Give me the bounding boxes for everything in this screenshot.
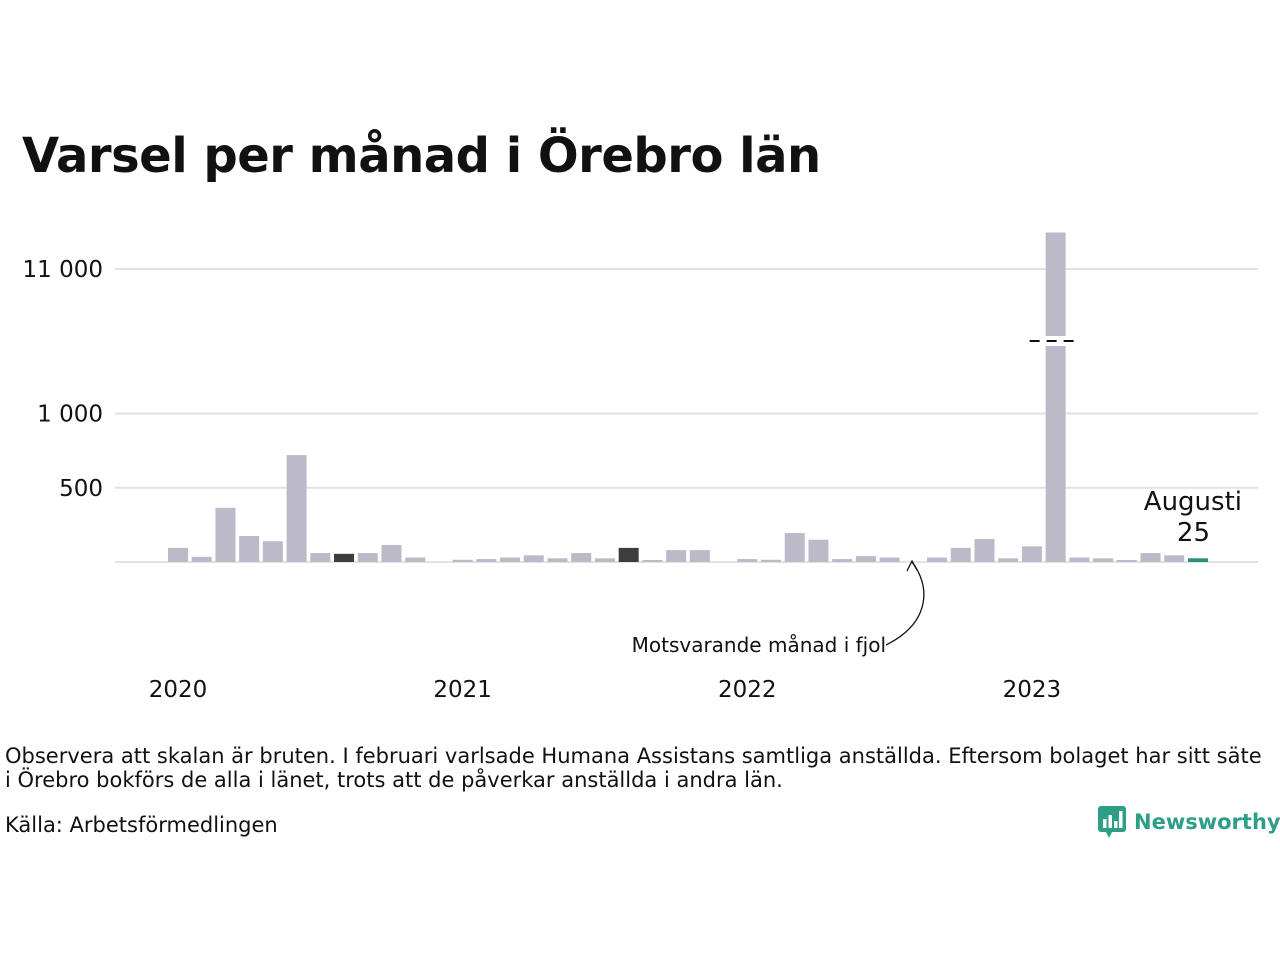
bar-2021-04	[523, 555, 544, 562]
bar-2021-09	[642, 560, 663, 562]
x-tick-label: 2023	[1003, 677, 1062, 703]
bar-chart: 500 1 000 11 000 2020 2021 2022 2023 Motsvara…	[23, 232, 1258, 703]
x-tick-label: 2022	[718, 677, 777, 703]
y-tick-label: 500	[59, 476, 103, 502]
gridlines	[115, 268, 1258, 563]
bar-2020-06	[286, 455, 307, 562]
bar-2021-06	[571, 553, 592, 562]
bar-2021-05	[547, 558, 568, 562]
x-tick-label: 2021	[433, 677, 492, 703]
bar-2021-02	[476, 559, 497, 562]
x-axis: 2020 2021 2022 2023	[149, 677, 1061, 703]
y-tick-label: 1 000	[37, 402, 103, 428]
bar-chart-logo-icon	[1098, 806, 1126, 838]
bar-2020-03	[215, 507, 236, 562]
bar-2021-07	[594, 558, 615, 562]
bar-2023-02	[1045, 232, 1066, 562]
y-tick-label: 11 000	[23, 257, 103, 283]
bar-2023-04	[1093, 558, 1114, 562]
corresponding-month-label: Motsvarande månad i fjol	[632, 633, 886, 657]
bar-2022-06	[855, 556, 876, 562]
bar-2023-05	[1116, 560, 1137, 562]
bar-2022-09	[927, 557, 948, 562]
bar-2023-08	[1187, 558, 1208, 562]
bar-2022-03	[784, 533, 805, 562]
annotation-arrowhead	[906, 559, 918, 572]
chart-note: Observera att skalan är bruten. I februa…	[5, 744, 1262, 792]
bar-2020-08	[334, 553, 355, 562]
chart-title: Varsel per månad i Örebro län	[22, 128, 821, 184]
bar-2020-07	[310, 553, 331, 562]
bar-2023-01	[1021, 546, 1042, 562]
bar-2022-02	[761, 559, 781, 562]
bar-2021-10	[666, 550, 687, 562]
x-tick-label: 2020	[149, 677, 208, 703]
bar-2023-06	[1140, 553, 1161, 562]
bar-2021-11	[689, 550, 710, 562]
bar-2022-11	[974, 538, 995, 562]
bar-2020-02	[191, 556, 212, 562]
latest-value-label: 25	[1177, 518, 1210, 548]
bar-2022-10	[950, 547, 971, 562]
bar-2022-12	[998, 558, 1019, 562]
bar-2020-11	[405, 557, 426, 562]
bar-2020-10	[381, 544, 402, 562]
source-label: Källa: Arbetsförmedlingen	[5, 813, 278, 837]
bar-2020-05	[262, 541, 283, 562]
y-axis: 500 1 000 11 000	[23, 257, 103, 502]
bars	[168, 232, 1208, 562]
bar-2021-01	[452, 559, 473, 562]
newsworthy-logo: Newsworthy	[1098, 806, 1280, 838]
bar-2023-07	[1164, 555, 1185, 562]
bar-2022-01	[737, 559, 758, 562]
bar-2020-04	[239, 536, 260, 562]
bar-2021-03	[500, 557, 521, 562]
bar-2021-08	[618, 547, 639, 562]
annotation-arrow	[885, 561, 925, 646]
bar-2022-07	[879, 557, 900, 562]
bar-2022-04	[808, 539, 829, 562]
latest-month-label: Augusti	[1144, 487, 1242, 517]
bar-2020-01	[168, 547, 188, 562]
bar-2022-05	[832, 559, 853, 562]
bar-2023-03	[1069, 557, 1090, 562]
bar-2020-09	[357, 553, 378, 562]
logo-text: Newsworthy	[1134, 810, 1280, 834]
annotations: Motsvarande månad i fjol Augusti 25	[632, 487, 1242, 657]
